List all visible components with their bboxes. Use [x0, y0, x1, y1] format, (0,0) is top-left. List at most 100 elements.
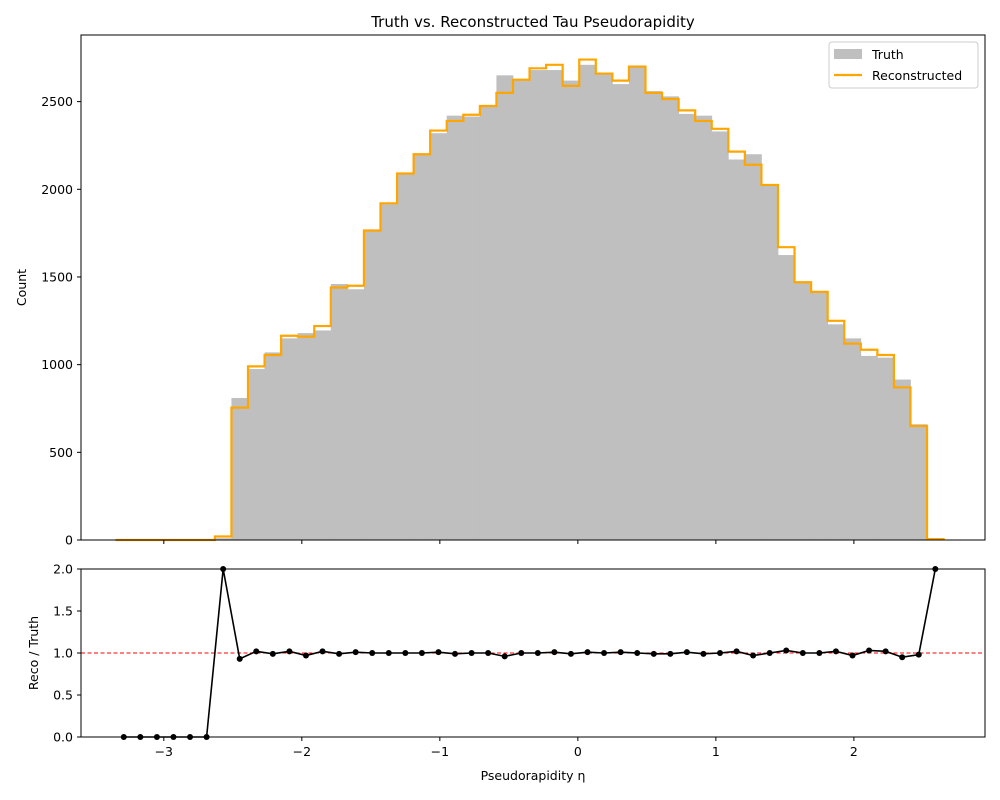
ratio-point — [468, 650, 475, 656]
truth-bar — [446, 115, 464, 540]
truth-bar — [479, 106, 497, 540]
ratio-y-ticks: 0.0 0.5 1.0 1.5 2.0 — [53, 562, 81, 745]
legend-truth-label: Truth — [871, 47, 904, 62]
truth-bar — [247, 369, 265, 540]
truth-bar — [711, 131, 729, 540]
truth-bar — [264, 352, 282, 540]
ratio-point — [236, 655, 243, 662]
truth-bar — [595, 74, 613, 540]
truth-bar — [397, 174, 415, 540]
ratio-point — [683, 649, 690, 656]
ratio-point — [816, 650, 823, 656]
y-tick-label: 1.5 — [53, 604, 73, 619]
truth-bar — [529, 70, 547, 540]
ratio-point — [253, 648, 260, 655]
truth-bar — [562, 80, 580, 541]
truth-bar — [877, 357, 895, 540]
truth-bar — [330, 283, 348, 540]
y-tick-label: 2500 — [41, 94, 73, 109]
x-axis-label: Pseudorapidity η — [481, 768, 586, 783]
ratio-point — [551, 649, 558, 656]
histogram-x-ticks — [163, 540, 855, 544]
chart-title: Truth vs. Reconstructed Tau Pseudorapidi… — [370, 13, 695, 31]
truth-bar — [214, 538, 232, 540]
ratio-point — [501, 653, 508, 660]
ratio-point — [799, 650, 806, 656]
truth-bar — [794, 282, 812, 540]
x-tick-label: −1 — [431, 744, 449, 759]
y-tick-label: 2.0 — [53, 562, 73, 577]
ratio-point — [418, 650, 425, 656]
truth-bar — [363, 231, 381, 540]
legend-reconstructed-label: Reconstructed — [872, 68, 962, 83]
truth-bar — [695, 115, 713, 540]
ratio-point — [435, 649, 442, 656]
ratio-point — [402, 650, 409, 656]
y-tick-label: 1.0 — [53, 646, 73, 661]
ratio-point — [302, 652, 309, 659]
truth-bar — [844, 338, 862, 540]
truth-bar — [777, 255, 795, 540]
truth-bar — [231, 397, 249, 540]
ratio-point — [452, 650, 459, 657]
truth-bar — [512, 80, 530, 541]
ratio-panel: 0.0 0.5 1.0 1.5 2.0 −3 −2 −1 0 1 2 Reco / Truth P… — [26, 562, 986, 783]
truth-bar — [678, 113, 696, 540]
ratio-point — [336, 650, 343, 657]
ratio-point — [832, 648, 839, 655]
y-tick-label: 2000 — [41, 182, 73, 197]
truth-bar — [860, 355, 878, 540]
ratio-point — [882, 648, 889, 655]
legend-box — [828, 41, 979, 89]
histogram-y-axis-label: Count — [14, 269, 29, 306]
truth-bar — [314, 330, 332, 540]
truth-bar — [628, 66, 646, 540]
truth-bar — [827, 324, 845, 540]
ratio-point — [617, 649, 624, 656]
y-tick-label: 1500 — [41, 269, 73, 284]
ratio-point — [369, 650, 376, 656]
x-tick-label: −2 — [293, 744, 311, 759]
truth-bar — [728, 159, 746, 540]
ratio-point — [634, 650, 641, 656]
ratio-point — [866, 647, 873, 654]
truth-bar — [463, 116, 481, 540]
ratio-point — [352, 649, 359, 656]
legend-truth-swatch — [834, 49, 862, 59]
truth-bar — [662, 96, 680, 541]
truth-bar — [281, 338, 299, 540]
ratio-point — [286, 648, 293, 655]
ratio-point — [667, 650, 674, 657]
legend: Truth Reconstructed — [828, 41, 979, 89]
truth-bar — [546, 70, 564, 540]
ratio-point — [750, 652, 757, 659]
ratio-point — [584, 649, 591, 656]
ratio-point — [534, 650, 541, 656]
truth-bar — [347, 289, 365, 540]
y-tick-label: 0.0 — [53, 730, 73, 745]
truth-bar — [645, 91, 663, 540]
ratio-point — [650, 650, 657, 657]
ratio-point — [269, 650, 276, 657]
y-tick-label: 0.5 — [53, 688, 73, 703]
ratio-point — [783, 647, 790, 654]
truth-bar — [744, 154, 762, 540]
ratio-x-ticks: −3 −2 −1 0 1 2 — [155, 737, 858, 759]
ratio-point — [567, 650, 574, 657]
histogram-axes-frame — [80, 34, 986, 541]
truth-bar — [811, 292, 829, 540]
truth-bar — [893, 379, 911, 540]
ratio-point — [717, 650, 724, 656]
truth-bar — [761, 185, 779, 540]
truth-bar — [910, 424, 928, 540]
truth-bar — [579, 64, 597, 541]
reconstructed-step-path — [115, 58, 945, 542]
x-tick-label: 0 — [574, 744, 582, 759]
truth-bars — [214, 64, 944, 541]
ratio-point — [915, 651, 922, 658]
truth-bar — [380, 204, 398, 540]
y-tick-label: 0 — [65, 533, 73, 548]
ratio-point — [899, 654, 906, 661]
ratio-point — [319, 648, 326, 655]
